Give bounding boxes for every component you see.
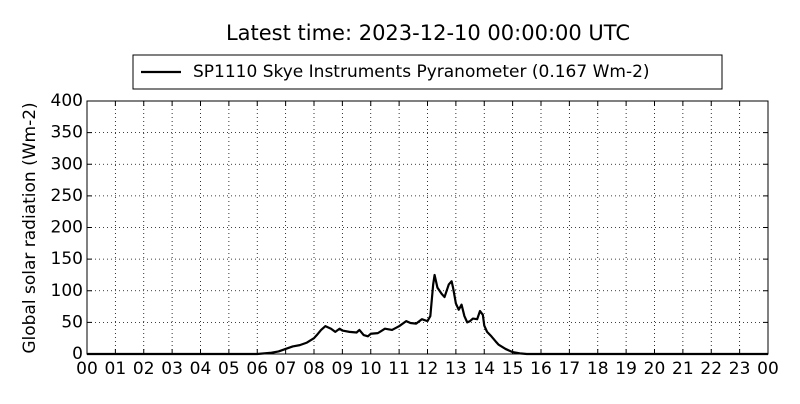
x-tick-label: 14: [473, 359, 495, 379]
y-tick-label: 300: [51, 154, 83, 174]
x-tick-label: 00: [76, 359, 98, 379]
x-tick-label: 11: [388, 359, 410, 379]
x-tick-label: 16: [530, 359, 552, 379]
y-tick-label: 200: [51, 218, 83, 238]
data-line: [87, 273, 768, 356]
x-tick-label: 19: [615, 359, 637, 379]
x-tick-label: 00: [757, 359, 779, 379]
y-axis-label: Global solar radiation (Wm-2): [20, 102, 40, 353]
x-tick-label: 12: [417, 359, 439, 379]
x-tick-label: 20: [644, 359, 666, 379]
x-tick-label: 01: [105, 359, 127, 379]
x-tick-label: 05: [218, 359, 240, 379]
x-tick-label: 08: [303, 359, 325, 379]
x-tick-label: 17: [559, 359, 581, 379]
y-tick-label: 150: [51, 249, 83, 269]
x-tick-label: 13: [445, 359, 467, 379]
x-tick-label: 03: [161, 359, 183, 379]
y-tick-label: 250: [51, 186, 83, 206]
x-tick-label: 10: [360, 359, 382, 379]
x-tick-label: 22: [700, 359, 722, 379]
plot-frame: [86, 100, 769, 355]
x-tick-label: 18: [587, 359, 609, 379]
x-tick-label: 21: [672, 359, 694, 379]
x-tick-label: 09: [332, 359, 354, 379]
chart-title: Latest time: 2023-12-10 00:00:00 UTC: [226, 21, 630, 45]
x-tick-label: 23: [729, 359, 751, 379]
x-tick-label: 02: [133, 359, 155, 379]
x-tick-label: 07: [275, 359, 297, 379]
x-tick-label: 06: [246, 359, 268, 379]
y-tick-label: 0: [72, 344, 83, 364]
legend-box: [132, 54, 723, 90]
y-tick-label: 350: [51, 123, 83, 143]
x-tick-label: 15: [502, 359, 524, 379]
x-tick-label: 04: [190, 359, 212, 379]
y-tick-label: 100: [51, 281, 83, 301]
legend-label: SP1110 Skye Instruments Pyranometer (0.1…: [193, 62, 650, 82]
y-tick-label: 50: [61, 312, 83, 332]
y-tick-label: 400: [51, 91, 83, 111]
